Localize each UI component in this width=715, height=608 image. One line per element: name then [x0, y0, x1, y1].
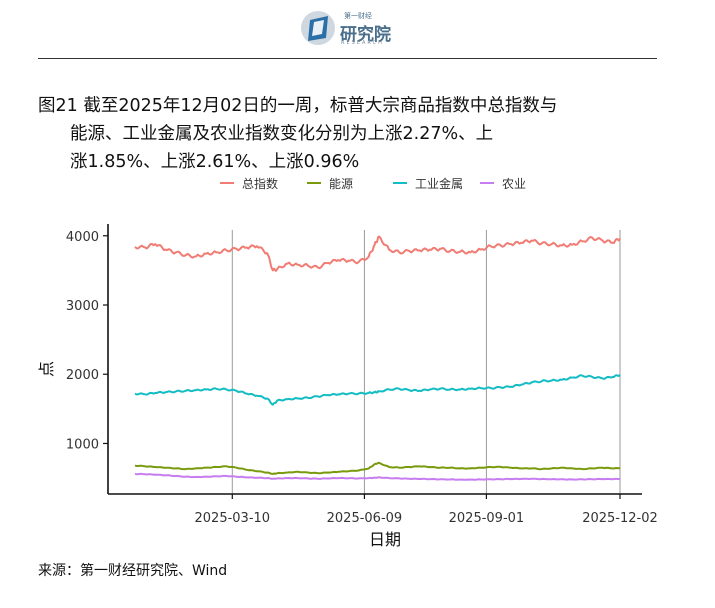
chart-series	[134, 235, 621, 481]
logo-emblem-icon	[301, 11, 335, 45]
caption-line-1: 图21 截至2025年12月02日的一周，标普大宗商品指数中总指数与	[38, 96, 558, 116]
caption-line-2: 能源、工业金属及农业指数变化分别为上涨2.27%、上	[70, 124, 494, 144]
figure-caption: 图21 截至2025年12月02日的一周，标普大宗商品指数中总指数与 能源、工业…	[38, 92, 678, 176]
x-tick-label-1: 2025-06-09	[327, 511, 403, 526]
y-tick-label-1: 2000	[66, 368, 99, 383]
legend-label-1: 能源	[329, 177, 353, 191]
x-tick-label-3: 2025-12-02	[582, 511, 658, 526]
legend-label-3: 农业	[502, 177, 526, 191]
logo-brand: 第一财经	[344, 12, 372, 20]
x-tick-label-2: 2025-09-01	[449, 511, 525, 526]
x-axis-title: 日期	[369, 530, 401, 549]
logo-subtitle: RESEARCH	[341, 40, 384, 46]
series-line-3	[134, 472, 621, 481]
y-tick-label-0: 1000	[66, 437, 99, 452]
header-divider	[38, 58, 657, 59]
chart-gridlines	[231, 230, 621, 494]
chart-axes	[107, 224, 642, 495]
caption-line-3: 涨1.85%、上涨2.61%、上涨0.96%	[70, 152, 360, 172]
y-tick-label-3: 4000	[66, 230, 99, 245]
series-line-1	[134, 461, 621, 475]
y-axis-title: 点	[37, 361, 56, 377]
source-note: 来源：第一财经研究院、Wind	[38, 563, 228, 579]
legend-label-2: 工业金属	[415, 176, 463, 191]
x-tick-label-0: 2025-03-10	[195, 511, 271, 526]
legend-label-0: 总指数	[242, 176, 278, 191]
y-tick-label-2: 3000	[66, 299, 99, 314]
logo-title: 研究院	[340, 25, 391, 45]
chart-ticks: 1000 2000 3000 4000 2025-03-10 2025-06-09 2025…	[66, 230, 658, 526]
series-line-0	[134, 235, 621, 272]
series-line-2	[134, 374, 621, 406]
logo: 第一财经 研究院 RESEARCH	[300, 8, 410, 50]
chart-legend: 总指数 能源 工业金属 农业	[220, 176, 526, 191]
